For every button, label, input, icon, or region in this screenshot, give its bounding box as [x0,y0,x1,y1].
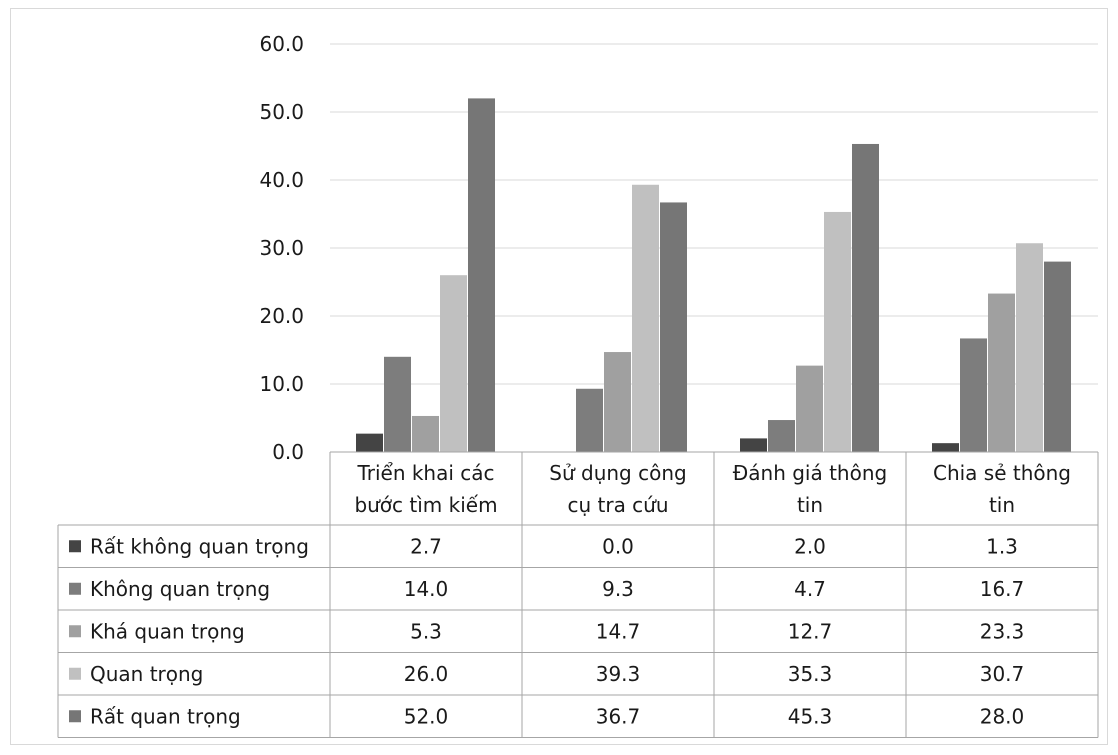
category-label: tin [797,493,823,517]
legend-label: Khá quan trọng [90,619,245,643]
y-tick-label: 10.0 [259,372,304,396]
legend-label: Rất không quan trọng [90,534,309,558]
data-table-cell: 9.3 [602,577,634,601]
bar [796,365,823,452]
legend-swatch [69,710,81,723]
category-label: cụ tra cứu [567,493,668,517]
bar [660,202,687,452]
category-label: bước tìm kiếm [354,493,497,517]
bar [576,388,603,452]
data-table-cell: 14.7 [596,619,641,643]
category-label: Sử dụng công [549,461,686,485]
data-table-cell: 14.0 [404,577,449,601]
bar [1016,243,1043,452]
bar [824,211,851,452]
legend-swatch [69,667,81,680]
data-table-cell: 5.3 [410,619,442,643]
y-tick-label: 50.0 [259,100,304,124]
bar [932,443,959,452]
data-table-cell: 26.0 [404,662,449,686]
data-table-cell: 2.0 [794,534,826,558]
legend-label: Quan trọng [90,662,203,686]
data-table-cell: 23.3 [980,619,1025,643]
legend-swatch [69,540,81,553]
category-label: Chia sẻ thông [933,461,1071,485]
bar [440,275,467,452]
category-label: Đánh giá thông [733,461,887,485]
chart-frame [10,8,1108,745]
bar [384,356,411,452]
data-table-cell: 30.7 [980,662,1025,686]
bar [632,184,659,452]
category-label: tin [989,493,1015,517]
bar [604,352,631,452]
data-table-cell: 0.0 [602,534,634,558]
category-label: Triển khai các [356,461,494,485]
data-table-cell: 52.0 [404,704,449,728]
legend-label: Không quan trọng [90,577,270,601]
y-tick-label: 60.0 [259,32,304,56]
y-tick-label: 30.0 [259,236,304,260]
data-table-cell: 36.7 [596,704,641,728]
y-tick-label: 20.0 [259,304,304,328]
bar [768,420,795,452]
data-table-cell: 35.3 [788,662,833,686]
bar [1044,261,1071,452]
bar [852,143,879,452]
y-tick-label: 40.0 [259,168,304,192]
data-table-cell: 39.3 [596,662,641,686]
bar [988,293,1015,452]
data-table-cell: 16.7 [980,577,1025,601]
data-table-cell: 12.7 [788,619,833,643]
legend-swatch [69,582,81,595]
data-table-cell: 2.7 [410,534,442,558]
bar [356,433,383,452]
data-table-cell: 45.3 [788,704,833,728]
legend-label: Rất quan trọng [90,704,241,728]
data-table-cell: 1.3 [986,534,1018,558]
bar [740,438,767,452]
legend-swatch [69,625,81,638]
data-table-cell: 28.0 [980,704,1025,728]
y-tick-label: 0.0 [272,440,304,464]
bar [468,98,495,453]
bar [412,415,439,452]
data-table-cell: 4.7 [794,577,826,601]
bar [960,338,987,452]
